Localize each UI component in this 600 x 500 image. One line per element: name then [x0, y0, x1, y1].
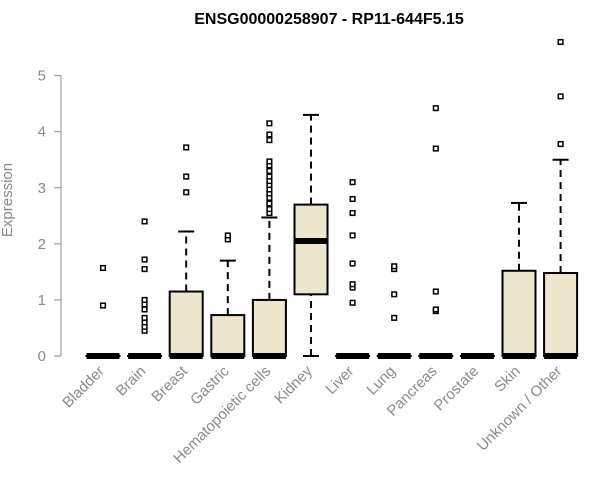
- box-group: [251, 120, 287, 359]
- box-group: [127, 218, 163, 359]
- box-group: [418, 105, 454, 359]
- box-group: [168, 144, 204, 359]
- outlier-point: [349, 281, 356, 288]
- x-tick-label: Liver: [322, 363, 357, 398]
- outlier-point: [183, 144, 190, 151]
- outlier-point: [432, 288, 439, 295]
- outlier-point: [432, 306, 439, 313]
- y-axis-ticks: 0 1 2 3 4 5: [38, 68, 61, 365]
- outlier-point: [349, 232, 356, 239]
- outlier-point: [391, 314, 398, 321]
- outlier-point: [266, 206, 273, 213]
- outlier-point: [141, 314, 148, 321]
- outlier-point: [432, 105, 439, 112]
- box-group: [335, 179, 371, 359]
- outlier-point: [266, 173, 273, 180]
- y-tick-label: 4: [38, 124, 46, 141]
- outlier-point: [266, 158, 273, 165]
- box: [293, 203, 329, 296]
- y-tick-label: 1: [38, 292, 46, 309]
- y-tick-label: 0: [38, 348, 46, 365]
- outlier-point: [266, 167, 273, 175]
- y-axis-label: Expression: [0, 163, 16, 237]
- outlier-point: [99, 302, 107, 309]
- outlier-point: [557, 93, 564, 100]
- box-group: [210, 232, 246, 359]
- y-tick-label: 3: [38, 180, 46, 197]
- outlier-point: [99, 264, 107, 272]
- outlier-point: [224, 232, 231, 239]
- outlier-point: [432, 145, 439, 152]
- box: [543, 272, 579, 357]
- x-tick-label: Breast: [148, 362, 191, 405]
- outlier-point: [183, 173, 190, 180]
- x-tick-label: Bladder: [59, 363, 108, 412]
- y-tick-label: 5: [38, 68, 46, 85]
- outlier-point: [266, 137, 273, 144]
- outlier-point: [266, 120, 273, 127]
- outlier-point: [349, 195, 356, 203]
- outlier-point: [141, 256, 148, 263]
- outlier-point: [391, 291, 398, 298]
- chart-title: ENSG00000258907 - RP11-644F5.15: [194, 11, 464, 28]
- outlier-point: [266, 131, 273, 138]
- x-tick-label: Lung: [363, 363, 399, 399]
- outlier-point: [349, 260, 356, 267]
- y-tick-label: 2: [38, 236, 46, 253]
- x-tick-label: Skin: [491, 363, 524, 396]
- box-series: [85, 38, 579, 359]
- box: [168, 290, 204, 357]
- box: [210, 314, 246, 358]
- outlier-point: [141, 296, 148, 303]
- box: [501, 269, 537, 357]
- outlier-point: [557, 141, 564, 148]
- box-group: [543, 38, 579, 359]
- outlier-point: [141, 218, 148, 225]
- outlier-point: [266, 200, 273, 207]
- outlier-point: [141, 306, 148, 313]
- box-group: [376, 263, 412, 359]
- outlier-point: [141, 266, 148, 273]
- outlier-point: [183, 189, 190, 196]
- box-group: [293, 113, 329, 357]
- x-tick-label: Prostate: [431, 363, 483, 415]
- box-group: [501, 201, 537, 359]
- box: [251, 298, 287, 357]
- outlier-point: [391, 263, 398, 270]
- box-group: [85, 264, 121, 359]
- outlier-point: [557, 38, 564, 46]
- x-tick-label: Brain: [113, 363, 150, 400]
- outlier-point: [349, 299, 356, 306]
- outlier-point: [349, 179, 356, 186]
- outlier-point: [349, 209, 356, 217]
- x-tick-label: Kidney: [271, 362, 316, 407]
